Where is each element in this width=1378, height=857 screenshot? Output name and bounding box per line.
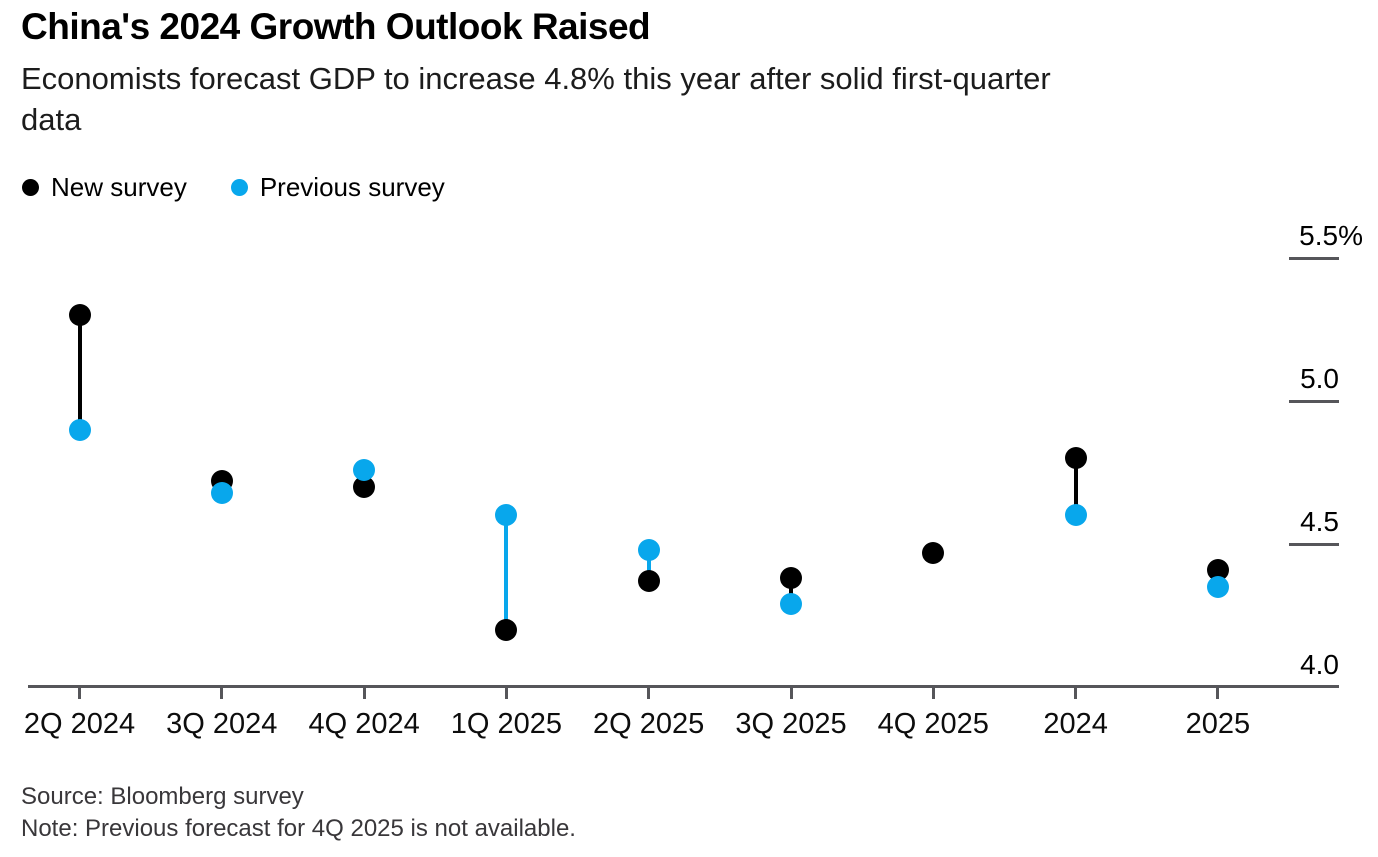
y-axis-tick-label: 4.0 bbox=[1300, 649, 1339, 680]
data-point-new-survey bbox=[495, 618, 518, 641]
data-point-new-survey bbox=[780, 567, 802, 590]
y-axis-tick-label: 5.0 bbox=[1300, 363, 1339, 394]
y-gridline-stub bbox=[1289, 542, 1339, 546]
x-axis-tick bbox=[931, 688, 935, 699]
pair-connector-line bbox=[77, 315, 82, 430]
data-point-new-survey bbox=[1064, 447, 1087, 470]
x-axis-tick bbox=[362, 688, 366, 699]
x-axis-tick-label: 4Q 2024 bbox=[308, 708, 420, 740]
x-axis-tick-label: 1Q 2025 bbox=[450, 708, 563, 740]
chart-legend: New survey Previous survey bbox=[22, 172, 445, 203]
x-axis-tick bbox=[1216, 688, 1220, 699]
legend-item-previous-survey: Previous survey bbox=[230, 172, 445, 203]
chart-subtitle-line-2: data bbox=[21, 102, 82, 137]
x-axis-tick bbox=[789, 688, 793, 699]
data-point-previous-survey bbox=[1206, 575, 1229, 598]
pair-connector-line bbox=[646, 549, 651, 582]
x-axis-tick-label: 4Q 2025 bbox=[877, 708, 989, 740]
new-survey-dot-icon bbox=[22, 179, 39, 196]
y-axis-tick-label: 5.5% bbox=[1299, 220, 1363, 251]
x-axis-tick-label: 2024 bbox=[1043, 708, 1108, 740]
legend-label-new-survey: New survey bbox=[51, 172, 187, 202]
data-point-previous-survey bbox=[1064, 504, 1087, 527]
data-point-new-survey bbox=[353, 475, 376, 498]
pair-connector-line bbox=[1073, 458, 1078, 516]
note-text: Note: Previous forecast for 4Q 2025 is n… bbox=[21, 815, 576, 842]
x-axis-tick-label: 2Q 2025 bbox=[593, 708, 705, 740]
data-point-new-survey bbox=[1206, 558, 1229, 581]
x-axis-line bbox=[28, 685, 1339, 688]
chart-title: China's 2024 Growth Outlook Raised bbox=[21, 6, 651, 47]
x-axis-tick bbox=[1074, 688, 1078, 699]
x-axis-tick bbox=[220, 688, 224, 699]
x-axis-tick-label: 3Q 2025 bbox=[735, 708, 847, 740]
data-point-previous-survey bbox=[210, 481, 233, 504]
chart-footer: Source: Bloomberg survey Note: Previous … bbox=[21, 781, 576, 845]
y-gridline-stub bbox=[1289, 399, 1339, 403]
x-axis-tick-label: 2025 bbox=[1185, 708, 1251, 740]
pair-connector-line bbox=[789, 578, 793, 605]
data-point-new-survey bbox=[637, 570, 660, 593]
y-gridline-stub bbox=[1289, 256, 1339, 260]
data-point-new-survey bbox=[922, 541, 945, 564]
x-axis-tick bbox=[504, 688, 508, 699]
legend-label-previous-survey: Previous survey bbox=[259, 172, 445, 202]
x-axis-tick bbox=[78, 688, 81, 699]
pair-connector-line bbox=[504, 515, 509, 630]
x-axis-tick-label: 2Q 2024 bbox=[23, 708, 136, 740]
chart-subtitle: Economists forecast GDP to increase 4.8%… bbox=[21, 58, 1051, 140]
data-point-previous-survey bbox=[495, 504, 518, 527]
data-point-previous-survey bbox=[637, 538, 660, 561]
legend-item-new-survey: New survey bbox=[22, 172, 187, 203]
chart-subtitle-line-1: Economists forecast GDP to increase 4.8%… bbox=[21, 61, 1051, 96]
data-point-new-survey bbox=[68, 304, 91, 327]
source-text: Source: Bloomberg survey bbox=[21, 783, 304, 810]
y-axis-tick-label: 4.5 bbox=[1300, 506, 1339, 537]
x-axis-tick-label: 3Q 2024 bbox=[166, 708, 278, 740]
data-point-previous-survey bbox=[780, 593, 802, 616]
x-axis-tick bbox=[647, 688, 651, 699]
data-point-previous-survey bbox=[353, 458, 376, 481]
data-point-previous-survey bbox=[68, 418, 91, 441]
previous-survey-dot-icon bbox=[230, 179, 248, 196]
